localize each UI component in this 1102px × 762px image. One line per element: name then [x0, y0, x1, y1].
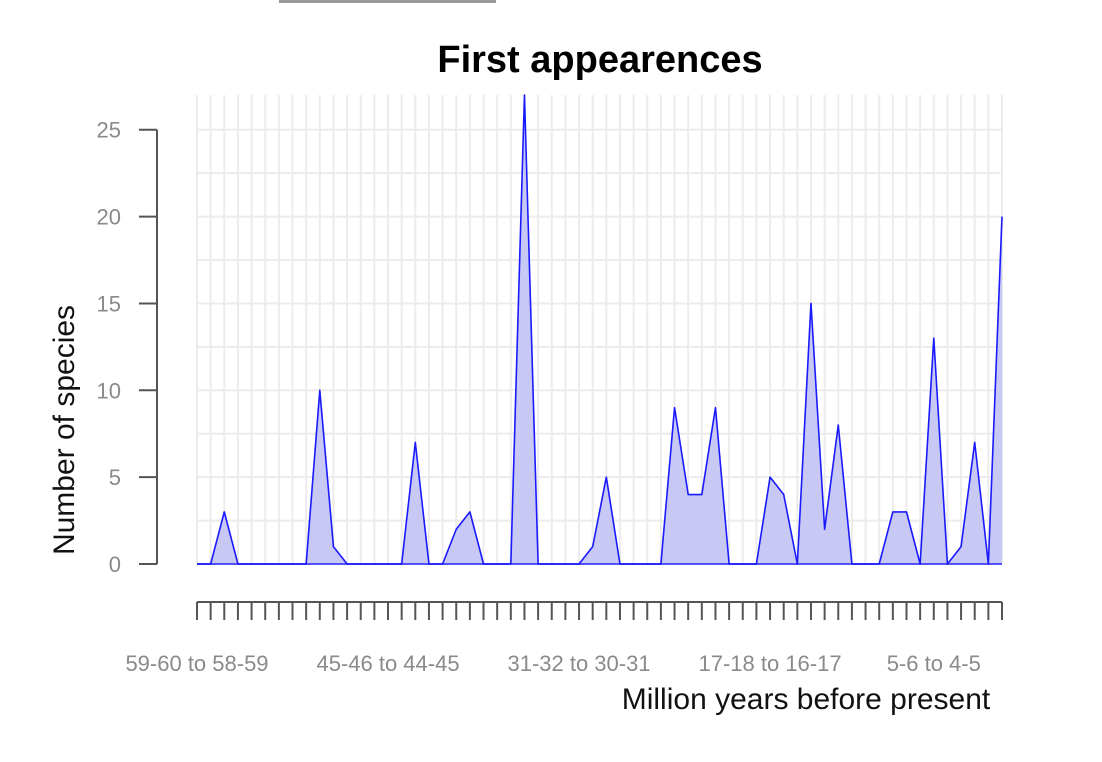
- data-point: [373, 563, 375, 565]
- data-point: [878, 563, 880, 565]
- data-point: [551, 563, 553, 565]
- x-tick-label: 45-46 to 44-45: [316, 651, 459, 676]
- x-tick-label: 59-60 to 58-59: [125, 651, 268, 676]
- x-axis-title: Million years before present: [622, 683, 991, 716]
- data-point: [673, 406, 675, 408]
- series-area: [196, 94, 1003, 565]
- data-point: [728, 563, 730, 565]
- data-point: [851, 563, 853, 565]
- x-tick-label: 5-6 to 4-5: [887, 651, 981, 676]
- data-point: [264, 563, 266, 565]
- data-point: [441, 563, 443, 565]
- data-point: [196, 563, 198, 565]
- data-point: [496, 563, 498, 565]
- data-point: [960, 545, 962, 547]
- data-point: [687, 493, 689, 495]
- data-point: [823, 528, 825, 530]
- data-point: [632, 563, 634, 565]
- area-fill: [197, 95, 1002, 564]
- data-point: [619, 563, 621, 565]
- data-point: [837, 424, 839, 426]
- data-point: [796, 563, 798, 565]
- data-point: [414, 441, 416, 443]
- y-tick-label: 20: [97, 205, 121, 230]
- data-point: [455, 528, 457, 530]
- y-axis: 0 5 10 15 20 25: [97, 118, 158, 577]
- chart-title: First appearences: [437, 39, 762, 81]
- data-point: [428, 563, 430, 565]
- data-point: [223, 511, 225, 513]
- data-point: [482, 563, 484, 565]
- data-point: [319, 389, 321, 391]
- data-point: [387, 563, 389, 565]
- data-point: [346, 563, 348, 565]
- data-point: [892, 511, 894, 513]
- data-point: [987, 563, 989, 565]
- data-point: [646, 563, 648, 565]
- x-axis: 59-60 to 58-59 45-46 to 44-45 31-32 to 30-…: [125, 601, 1003, 676]
- y-tick-label: 0: [109, 552, 121, 577]
- data-point: [291, 563, 293, 565]
- data-point: [864, 563, 866, 565]
- data-point: [591, 545, 593, 547]
- y-tick-label: 5: [109, 465, 121, 490]
- data-point: [523, 94, 525, 96]
- data-point: [209, 563, 211, 565]
- data-point: [769, 476, 771, 478]
- data-point: [782, 493, 784, 495]
- data-point: [537, 563, 539, 565]
- data-point: [578, 563, 580, 565]
- data-point: [510, 563, 512, 565]
- data-point: [660, 563, 662, 565]
- x-tick-label: 31-32 to 30-31: [507, 651, 650, 676]
- y-tick-label: 10: [97, 378, 121, 403]
- data-point: [305, 563, 307, 565]
- data-point: [974, 441, 976, 443]
- data-point: [905, 511, 907, 513]
- data-point: [742, 563, 744, 565]
- data-point: [933, 337, 935, 339]
- y-axis-title: Number of species: [48, 305, 81, 555]
- data-point: [360, 563, 362, 565]
- data-point: [714, 406, 716, 408]
- data-point: [237, 563, 239, 565]
- data-point: [278, 563, 280, 565]
- data-point: [400, 563, 402, 565]
- data-point: [946, 563, 948, 565]
- data-point: [250, 563, 252, 565]
- data-point: [605, 476, 607, 478]
- data-point: [919, 563, 921, 565]
- x-tick-label: 17-18 to 16-17: [698, 651, 841, 676]
- data-point: [755, 563, 757, 565]
- data-point: [469, 511, 471, 513]
- data-point: [332, 545, 334, 547]
- y-tick-label: 25: [97, 118, 121, 143]
- data-point: [564, 563, 566, 565]
- data-point: [1001, 215, 1003, 217]
- y-tick-label: 15: [97, 291, 121, 316]
- data-point: [810, 302, 812, 304]
- top-divider: [279, 0, 496, 3]
- data-point: [701, 493, 703, 495]
